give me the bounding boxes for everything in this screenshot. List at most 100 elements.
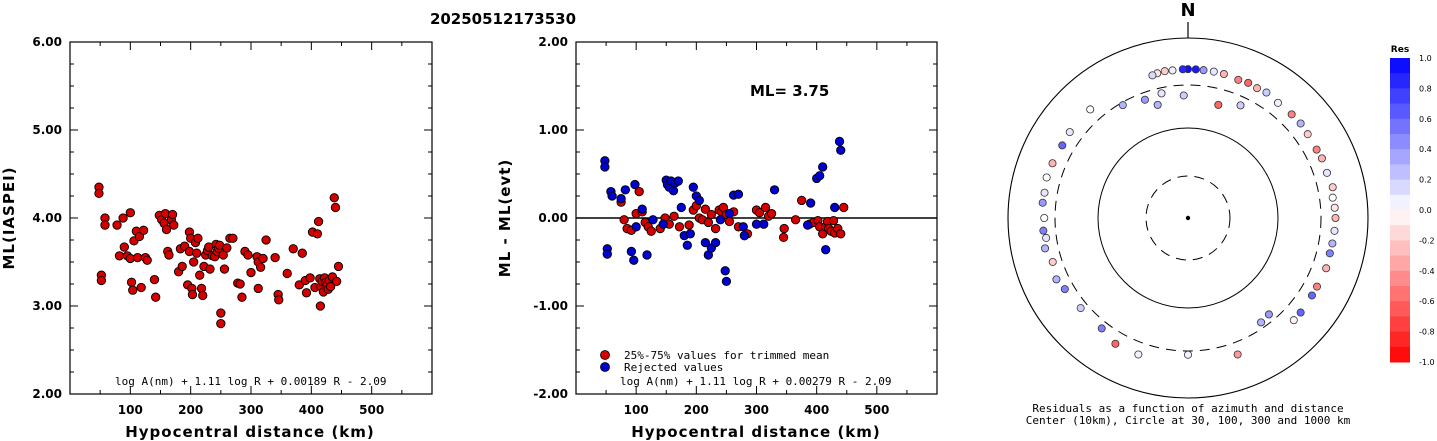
data-point [607, 191, 617, 201]
data-point [779, 223, 789, 234]
data-point [169, 220, 179, 230]
data-point [739, 230, 750, 241]
data-point [738, 222, 748, 232]
colorbar-cell [1390, 286, 1410, 302]
data-point [177, 261, 187, 272]
data-point [136, 282, 146, 293]
residual-point [1060, 285, 1069, 294]
residual-point [1234, 75, 1243, 84]
residual-point [1287, 110, 1296, 119]
data-point [769, 185, 780, 195]
data-point [715, 215, 726, 225]
data-point [332, 276, 342, 287]
data-point [132, 252, 143, 263]
tick-marks [69, 41, 433, 395]
data-point [258, 253, 268, 264]
x-tick-label: 100 [624, 403, 649, 417]
data-point [128, 285, 138, 295]
colorbar-cell [1390, 73, 1410, 89]
data-point [198, 290, 208, 301]
caption-line-1: Residuals as a function of azimuth and d… [1032, 402, 1343, 415]
x-tick-label: 200 [684, 403, 709, 417]
legend-label-trimmed: 25%-75% values for trimmed mean [624, 349, 829, 362]
data-point [724, 216, 735, 227]
panel-ml-residual: -2.00 -1.00 0.00 1.00 2.00 100 200 300 400 500 M… [496, 35, 938, 441]
residual-point [1157, 89, 1166, 98]
residual-point [1076, 304, 1085, 313]
data-point [125, 208, 135, 218]
data-point [790, 215, 801, 225]
residual-point [1140, 95, 1149, 104]
x-tick-labels: 100 200 300 400 500 [624, 403, 890, 417]
data-point [818, 162, 828, 172]
colorbar-cell [1390, 225, 1410, 241]
residual-point [1303, 130, 1312, 139]
y-tick-label: 6.00 [32, 35, 62, 49]
residual-point [1040, 213, 1049, 222]
x-tick-label: 400 [299, 403, 324, 417]
data-point [669, 211, 679, 221]
data-point [329, 193, 339, 203]
formula-text: log A(nm) + 1.11 log R + 0.00189 R - 2.0… [115, 375, 387, 388]
data-point [619, 215, 629, 225]
data-point [253, 283, 263, 294]
data-point [828, 215, 839, 226]
colorbar-cell [1390, 194, 1410, 211]
x-tick-label: 300 [238, 403, 263, 417]
data-point [802, 220, 813, 230]
residual-point [1052, 275, 1061, 284]
colorbar-cell [1390, 164, 1410, 181]
data-point [760, 202, 771, 213]
residual-point [1317, 154, 1326, 163]
residual-point [1178, 65, 1187, 74]
data-point [96, 275, 107, 286]
residual-point [1322, 264, 1331, 273]
colorbar-title: Res [1391, 45, 1409, 55]
residual-point [1038, 198, 1047, 207]
data-point [620, 185, 630, 195]
data-point [114, 251, 125, 261]
outer-circle [1007, 37, 1369, 399]
residual-point [1289, 316, 1298, 325]
data-point [668, 186, 679, 196]
data-point [674, 222, 685, 232]
data-point [270, 252, 280, 263]
colorbar-cell [1390, 210, 1410, 226]
colorbar-cell [1390, 270, 1410, 287]
formula-text: log A(nm) + 1.11 log R + 0.00279 R - 2.0… [620, 375, 892, 388]
colorbar-tick-label: -1.0 [1419, 358, 1435, 367]
data-point [330, 202, 341, 213]
data-point [161, 224, 172, 235]
data-point [631, 222, 641, 232]
y-tick-label: -2.00 [533, 387, 568, 401]
data-point [694, 195, 704, 206]
data-point [187, 289, 198, 300]
residual-point [1041, 244, 1050, 253]
residual-point [1179, 91, 1188, 100]
y-tick-label: 5.00 [32, 123, 62, 137]
y-tick-label: 3.00 [32, 299, 62, 313]
data-point [778, 232, 789, 243]
data-point [710, 237, 721, 248]
colorbar-tick-label: 0.0 [1419, 206, 1432, 215]
residual-point [1199, 66, 1208, 75]
legend-label-rejected: Rejected values [624, 361, 723, 374]
residual-point [1253, 84, 1262, 93]
data-point [193, 233, 203, 243]
data-point [297, 248, 307, 258]
data-point [830, 202, 840, 213]
data-point [288, 244, 298, 254]
colorbar-cell [1390, 88, 1410, 105]
center-dot [1185, 215, 1191, 221]
data-point [325, 281, 336, 292]
data-point [126, 277, 137, 287]
x-tick-label: 100 [118, 403, 143, 417]
y-tick-labels: 2.00 3.00 4.00 5.00 6.00 [32, 35, 62, 401]
data-point [600, 162, 610, 172]
y-tick-label: 4.00 [32, 211, 62, 225]
residual-point [1264, 310, 1273, 319]
colorbar-cell [1390, 331, 1410, 348]
residual-point [1058, 141, 1067, 150]
data-point [700, 237, 711, 248]
data-point [195, 270, 205, 280]
